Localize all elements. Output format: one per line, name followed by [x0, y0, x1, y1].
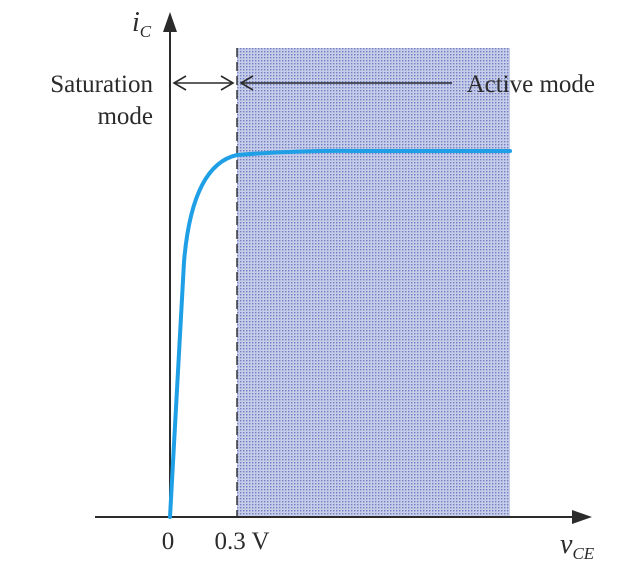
- x-axis-arrowhead: [572, 510, 592, 524]
- x-axis: [95, 510, 592, 524]
- collector-current-curve: [168, 148, 512, 519]
- threshold-tick-label: 0.3 V: [214, 528, 269, 555]
- active-region-shading: [237, 48, 510, 517]
- y-axis-arrowhead: [163, 12, 177, 32]
- saturation-label-line2: mode: [97, 103, 153, 130]
- saturation-label-line1: Saturation: [50, 71, 153, 98]
- origin-tick-label: 0: [162, 528, 175, 555]
- y-axis-label: iC: [132, 7, 152, 41]
- active-mode-label: Active mode: [467, 71, 595, 98]
- y-axis: [163, 12, 177, 517]
- active-mode-arrow: [239, 75, 452, 91]
- saturation-mode-arrow: [172, 75, 235, 91]
- x-axis-label: vCE: [560, 529, 595, 563]
